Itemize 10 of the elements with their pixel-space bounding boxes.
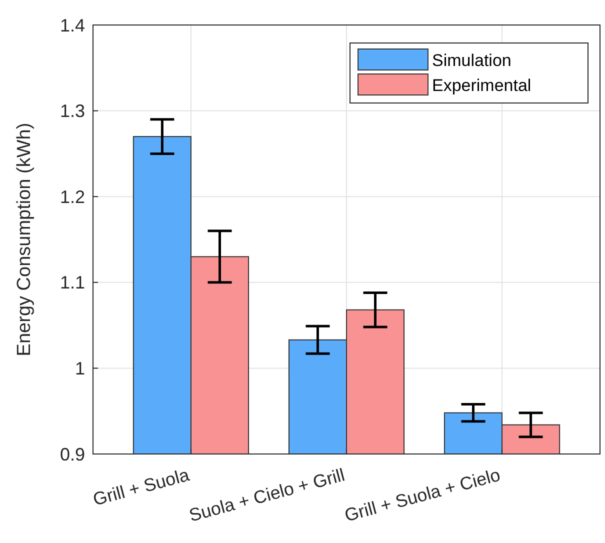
legend-label: Experimental [432, 76, 532, 95]
y-tick-label: 0.9 [60, 444, 85, 464]
y-tick-label: 1.4 [60, 15, 85, 36]
y-tick-label: 1.2 [60, 186, 85, 207]
y-tick-label: 1 [74, 358, 85, 378]
x-tick-label: Grill + Suola [90, 464, 192, 510]
y-tick-label: 1.3 [60, 101, 85, 122]
legend-label: Simulation [432, 50, 512, 70]
y-tick-label: 1.1 [60, 272, 85, 293]
y-axis-title: Energy Consumption (kWh) [14, 122, 35, 356]
